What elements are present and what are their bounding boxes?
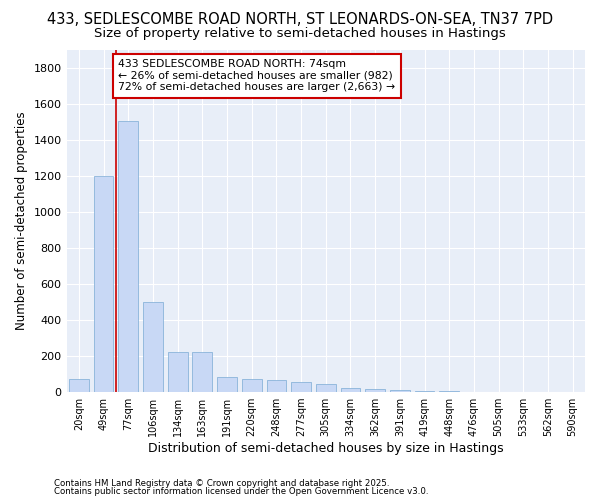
Bar <box>415 390 434 392</box>
Bar <box>168 352 188 392</box>
X-axis label: Distribution of semi-detached houses by size in Hastings: Distribution of semi-detached houses by … <box>148 442 503 455</box>
Bar <box>94 176 113 392</box>
Text: Size of property relative to semi-detached houses in Hastings: Size of property relative to semi-detach… <box>94 28 506 40</box>
Text: Contains public sector information licensed under the Open Government Licence v3: Contains public sector information licen… <box>54 487 428 496</box>
Text: 433, SEDLESCOMBE ROAD NORTH, ST LEONARDS-ON-SEA, TN37 7PD: 433, SEDLESCOMBE ROAD NORTH, ST LEONARDS… <box>47 12 553 28</box>
Y-axis label: Number of semi-detached properties: Number of semi-detached properties <box>15 112 28 330</box>
Text: 433 SEDLESCOMBE ROAD NORTH: 74sqm
← 26% of semi-detached houses are smaller (982: 433 SEDLESCOMBE ROAD NORTH: 74sqm ← 26% … <box>118 59 395 92</box>
Bar <box>316 384 335 392</box>
Bar <box>341 388 361 392</box>
Bar <box>266 380 286 392</box>
Bar <box>242 378 262 392</box>
Bar <box>365 389 385 392</box>
Bar <box>439 391 459 392</box>
Text: Contains HM Land Registry data © Crown copyright and database right 2025.: Contains HM Land Registry data © Crown c… <box>54 478 389 488</box>
Bar <box>143 302 163 392</box>
Bar <box>193 352 212 392</box>
Bar <box>390 390 410 392</box>
Bar <box>69 378 89 392</box>
Bar <box>291 382 311 392</box>
Bar <box>217 377 237 392</box>
Bar <box>118 121 138 392</box>
